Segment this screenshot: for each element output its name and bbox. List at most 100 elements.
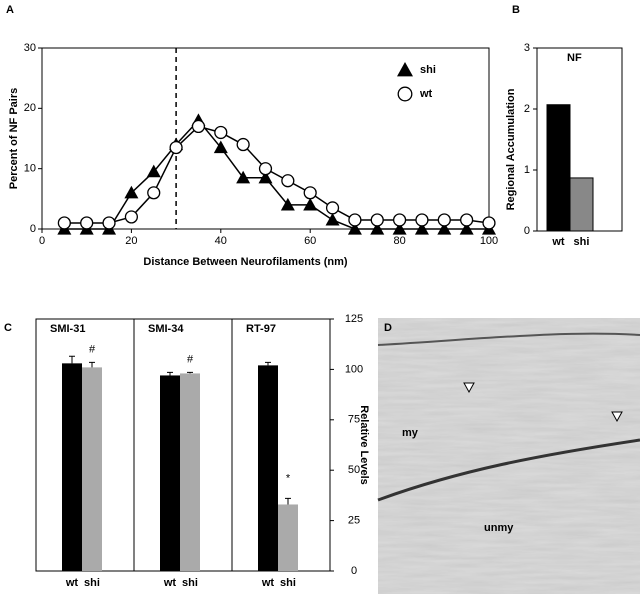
series-line [64,125,490,224]
y-tick-label: 75 [348,414,360,426]
y-tick-label: 50 [348,464,360,476]
marker [303,197,318,211]
x-tick-label: wt [65,577,79,589]
panel-label: D [384,322,392,334]
panel-label: B [512,4,520,16]
marker [325,201,340,215]
legend-label: wt [419,88,433,100]
bar [180,373,200,571]
marker [147,186,161,200]
legend-marker [397,62,413,77]
y-tick-label: 10 [24,163,36,175]
marker [236,137,250,152]
bar [62,363,82,571]
y-axis-label: Regional Accumulation [505,88,517,210]
marker [80,216,94,230]
y-tick-label: 20 [24,102,36,114]
x-tick-label: wt [551,236,565,248]
micrograph-texture [378,318,640,594]
marker [191,119,206,134]
marker [370,222,385,235]
error-bar [187,371,193,374]
y-tick-label: 30 [24,42,36,54]
marker [303,186,317,200]
y-tick-label: 125 [345,313,363,325]
bar [546,104,571,232]
panel-label: A [6,4,14,16]
annotation: unmy [484,522,514,534]
marker [325,212,340,226]
marker [437,222,452,235]
marker [280,197,295,211]
y-tick-label: 1 [524,164,530,176]
plot-frame [41,47,490,230]
annotation: * [286,472,291,484]
marker [415,213,429,227]
error-bar [265,361,271,366]
marker [460,213,474,227]
y-tick-label: 100 [345,363,363,375]
bar [258,365,278,571]
x-tick-label: shi [182,577,198,589]
marker [124,210,138,224]
y-tick-label: 25 [348,515,360,527]
panel-label: C [4,322,12,334]
y-tick-label: 0 [30,223,36,235]
error-bar [89,361,95,368]
y-tick-label: 3 [524,42,530,54]
marker [482,216,496,230]
membrane [377,438,640,502]
micrograph: D my unmy [377,318,640,594]
group-title: RT-97 [246,323,276,335]
x-tick-label: 60 [304,235,316,247]
marker [146,164,161,178]
bar [160,375,180,571]
annotation: # [187,353,194,365]
marker [348,213,362,227]
marker [347,222,362,235]
error-bar [285,497,291,505]
marker [236,170,251,184]
x-tick-label: shi [280,577,296,589]
marker [437,213,451,227]
legend-label: shi [420,64,436,76]
marker [258,162,273,176]
x-tick-label: shi [84,577,100,589]
arrowhead [611,411,623,423]
error-bar [167,371,173,376]
marker [258,170,273,184]
marker [281,174,295,188]
y-tick-label: 0 [351,565,357,577]
legend-marker [397,86,413,102]
marker [214,125,228,140]
y-axis-label: Percent of NF Pairs [8,88,20,189]
marker [392,213,407,227]
marker [169,140,183,155]
marker [102,216,116,230]
annotation: my [402,427,419,439]
x-tick-label: 20 [125,235,137,247]
group-title: SMI-34 [148,323,184,335]
marker [213,140,228,154]
membrane [377,332,640,346]
x-axis-label: Distance Between Neurofilaments (nm) [143,256,347,268]
bar [82,367,102,571]
x-tick-label: 0 [39,235,45,247]
marker [392,222,407,235]
marker [370,213,384,227]
marker [124,185,139,199]
x-tick-label: 80 [393,235,405,247]
marker [57,216,71,230]
y-tick-label: 2 [524,103,530,115]
x-tick-label: wt [261,577,275,589]
y-tick-label: 0 [524,225,530,237]
group-title: SMI-31 [50,323,85,335]
x-tick-label: wt [163,577,177,589]
marker [414,222,429,235]
x-tick-label: shi [574,236,590,248]
y-axis-label: Relative Levels [358,405,370,485]
chart-title: NF [567,52,582,64]
error-bar [69,355,75,364]
